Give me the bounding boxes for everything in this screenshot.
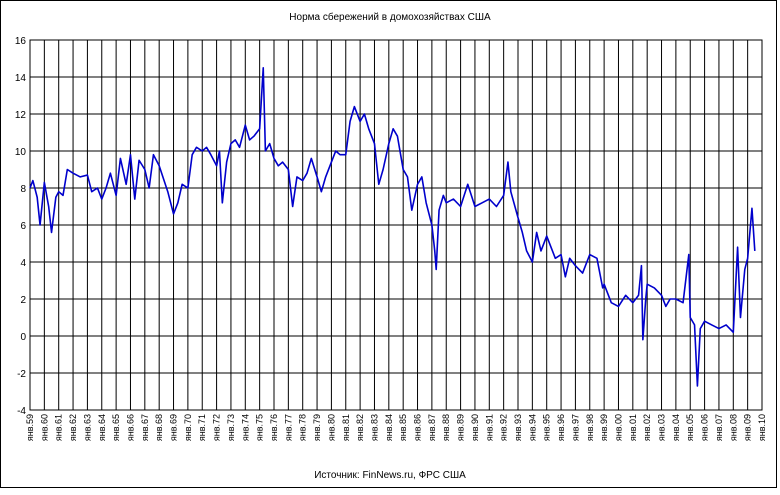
x-tick-label: янв.82 bbox=[355, 414, 365, 441]
x-tick-label: янв.09 bbox=[743, 414, 753, 441]
x-tick-label: янв.87 bbox=[427, 414, 437, 441]
x-tick-label: янв.04 bbox=[671, 414, 681, 441]
x-tick-label: янв.73 bbox=[226, 414, 236, 441]
x-tick-label: янв.84 bbox=[384, 414, 394, 441]
x-tick-label: янв.68 bbox=[154, 414, 164, 441]
x-tick-label: янв.06 bbox=[700, 414, 710, 441]
x-tick-label: янв.64 bbox=[97, 414, 107, 441]
y-tick-label: 10 bbox=[15, 147, 27, 158]
source-note: Источник: FinNews.ru, ФРС США bbox=[314, 470, 466, 481]
x-tick-label: янв.79 bbox=[312, 414, 322, 441]
y-tick-label: 16 bbox=[15, 36, 27, 47]
x-tick-label: янв.03 bbox=[657, 414, 667, 441]
x-tick-label: янв.70 bbox=[183, 414, 193, 441]
x-tick-label: янв.00 bbox=[613, 414, 623, 441]
y-tick-label: 8 bbox=[20, 184, 26, 195]
x-tick-label: янв.10 bbox=[757, 414, 767, 441]
y-tick-label: 2 bbox=[20, 295, 26, 306]
x-tick-label: янв.59 bbox=[25, 414, 35, 441]
y-tick-label: -4 bbox=[17, 406, 26, 417]
x-tick-label: янв.81 bbox=[341, 414, 351, 441]
x-tick-label: янв.86 bbox=[413, 414, 423, 441]
x-tick-label: янв.02 bbox=[642, 414, 652, 441]
x-tick-label: янв.89 bbox=[456, 414, 466, 441]
x-tick-label: янв.80 bbox=[326, 414, 336, 441]
x-tick-label: янв.65 bbox=[111, 414, 121, 441]
x-tick-label: янв.75 bbox=[255, 414, 265, 441]
y-tick-label: 0 bbox=[20, 332, 26, 343]
x-tick-label: янв.72 bbox=[212, 414, 222, 441]
x-tick-label: янв.66 bbox=[125, 414, 135, 441]
x-tick-label: янв.71 bbox=[197, 414, 207, 441]
x-tick-label: янв.83 bbox=[369, 414, 379, 441]
x-tick-label: янв.01 bbox=[628, 414, 638, 441]
x-tick-label: янв.05 bbox=[685, 414, 695, 441]
x-tick-label: янв.67 bbox=[140, 414, 150, 441]
x-tick-label: янв.90 bbox=[470, 414, 480, 441]
x-tick-label: янв.62 bbox=[68, 414, 78, 441]
x-tick-label: янв.77 bbox=[283, 414, 293, 441]
y-tick-label: 14 bbox=[15, 73, 27, 84]
chart-title: Норма сбережений в домохозяйствах США bbox=[289, 11, 491, 23]
x-tick-label: янв.95 bbox=[542, 414, 552, 441]
x-tick-label: янв.74 bbox=[240, 414, 250, 441]
x-tick-label: янв.76 bbox=[269, 414, 279, 441]
x-tick-label: янв.85 bbox=[398, 414, 408, 441]
x-tick-label: янв.96 bbox=[556, 414, 566, 441]
x-tick-label: янв.92 bbox=[499, 414, 509, 441]
y-tick-label: -2 bbox=[17, 369, 26, 380]
x-tick-label: янв.78 bbox=[298, 414, 308, 441]
x-tick-label: янв.91 bbox=[484, 414, 494, 441]
data-line bbox=[29, 66, 756, 387]
x-tick-label: янв.88 bbox=[441, 414, 451, 441]
y-tick-label: 6 bbox=[20, 221, 26, 232]
y-tick-label: 12 bbox=[15, 110, 27, 121]
x-tick-label: янв.08 bbox=[728, 414, 738, 441]
x-tick-label: янв.98 bbox=[585, 414, 595, 441]
x-tick-label: янв.61 bbox=[54, 414, 64, 441]
x-tick-label: янв.93 bbox=[513, 414, 523, 441]
x-tick-label: янв.97 bbox=[570, 414, 580, 441]
x-tick-label: янв.99 bbox=[599, 414, 609, 441]
x-tick-label: янв.69 bbox=[169, 414, 179, 441]
x-tick-label: янв.94 bbox=[527, 414, 537, 441]
x-tick-label: янв.07 bbox=[714, 414, 724, 441]
x-tick-label: янв.63 bbox=[82, 414, 92, 441]
y-tick-label: 4 bbox=[20, 258, 26, 269]
x-tick-label: янв.60 bbox=[39, 414, 49, 441]
